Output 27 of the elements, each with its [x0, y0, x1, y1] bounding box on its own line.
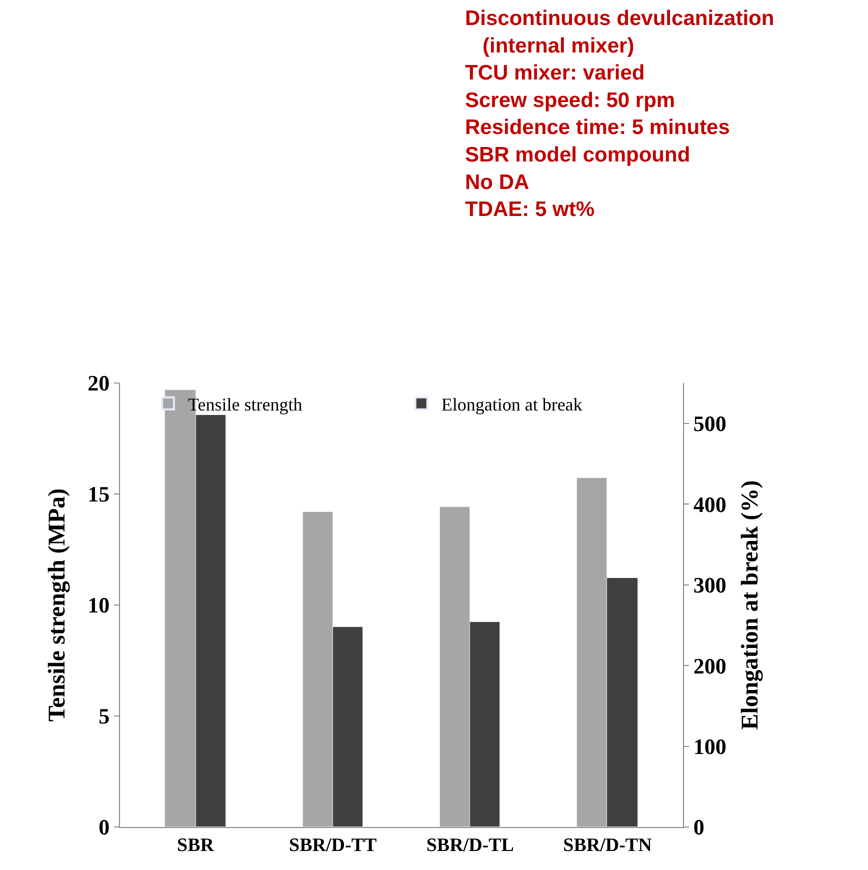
text: No DA [465, 170, 530, 194]
text: TDAE: 5 wt% [465, 198, 595, 222]
y-tick-label: 20 [88, 370, 110, 396]
text: Residence time: 5 minutes [465, 116, 730, 140]
y-tick-label: 5 [98, 704, 110, 729]
y2-axis-title: Elongation at break (%) [738, 480, 764, 730]
text: SBR model compound [465, 144, 690, 166]
x-tick-label: SBR/D-TN [563, 834, 652, 856]
x-tick-label: SBR/D-TL [426, 834, 514, 856]
y2-tick-label: 400 [693, 492, 726, 517]
legend-label: Elongation at break [441, 394, 582, 414]
y2-tick-label: 0 [693, 814, 704, 840]
x-tick-label: SBR [177, 834, 214, 856]
y2-tick-label: 300 [693, 572, 726, 598]
y2-tick-label: 200 [693, 653, 726, 678]
y2-tick-label: 100 [693, 734, 726, 759]
legend-label: Tensile strength [188, 394, 302, 414]
text: Screw speed: 50 rpm [465, 88, 676, 112]
y-axis-title: Tensile strength (MPa) [44, 488, 71, 722]
y2-tick-label: 500 [693, 411, 726, 436]
y-tick-label: 15 [88, 482, 110, 507]
y-tick-label: 0 [98, 814, 110, 840]
text: (internal mixer) [465, 34, 634, 58]
x-tick-label: SBR/D-TT [289, 834, 377, 856]
text: TCU mixer: varied [465, 62, 645, 85]
text: Discontinuous devulcanization [465, 7, 774, 30]
y-tick-label: 10 [88, 592, 110, 618]
